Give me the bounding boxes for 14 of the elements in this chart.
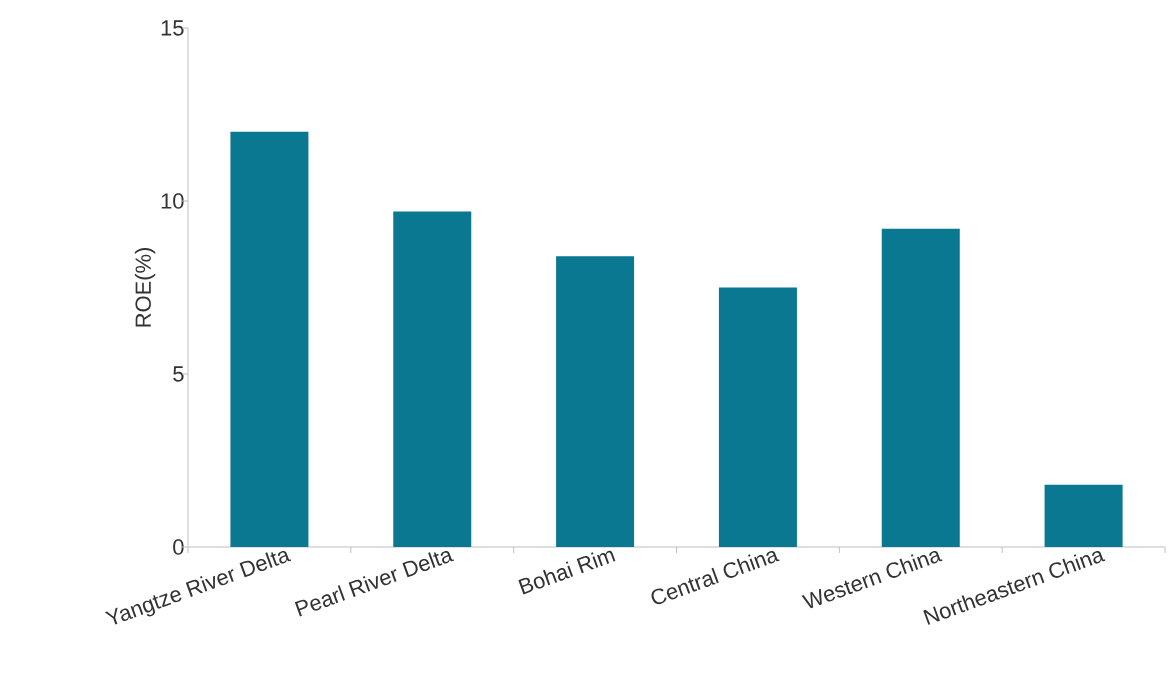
bar bbox=[230, 131, 309, 547]
y-tick-label: 15 bbox=[161, 20, 184, 36]
y-tick-label: 10 bbox=[161, 193, 184, 209]
y-tick-label: 5 bbox=[173, 366, 184, 382]
bar bbox=[881, 228, 960, 547]
y-axis-title: ROE(%) bbox=[134, 248, 156, 327]
bar bbox=[393, 211, 472, 547]
bar bbox=[1044, 484, 1123, 547]
x-tick-label: Bohai Rim bbox=[518, 550, 616, 595]
x-tick-label: Central China bbox=[651, 551, 780, 605]
x-tick-label: Pearl River Delta bbox=[294, 551, 454, 617]
bar bbox=[556, 256, 635, 547]
bar bbox=[718, 287, 797, 547]
y-tick-label: 0 bbox=[173, 539, 184, 555]
